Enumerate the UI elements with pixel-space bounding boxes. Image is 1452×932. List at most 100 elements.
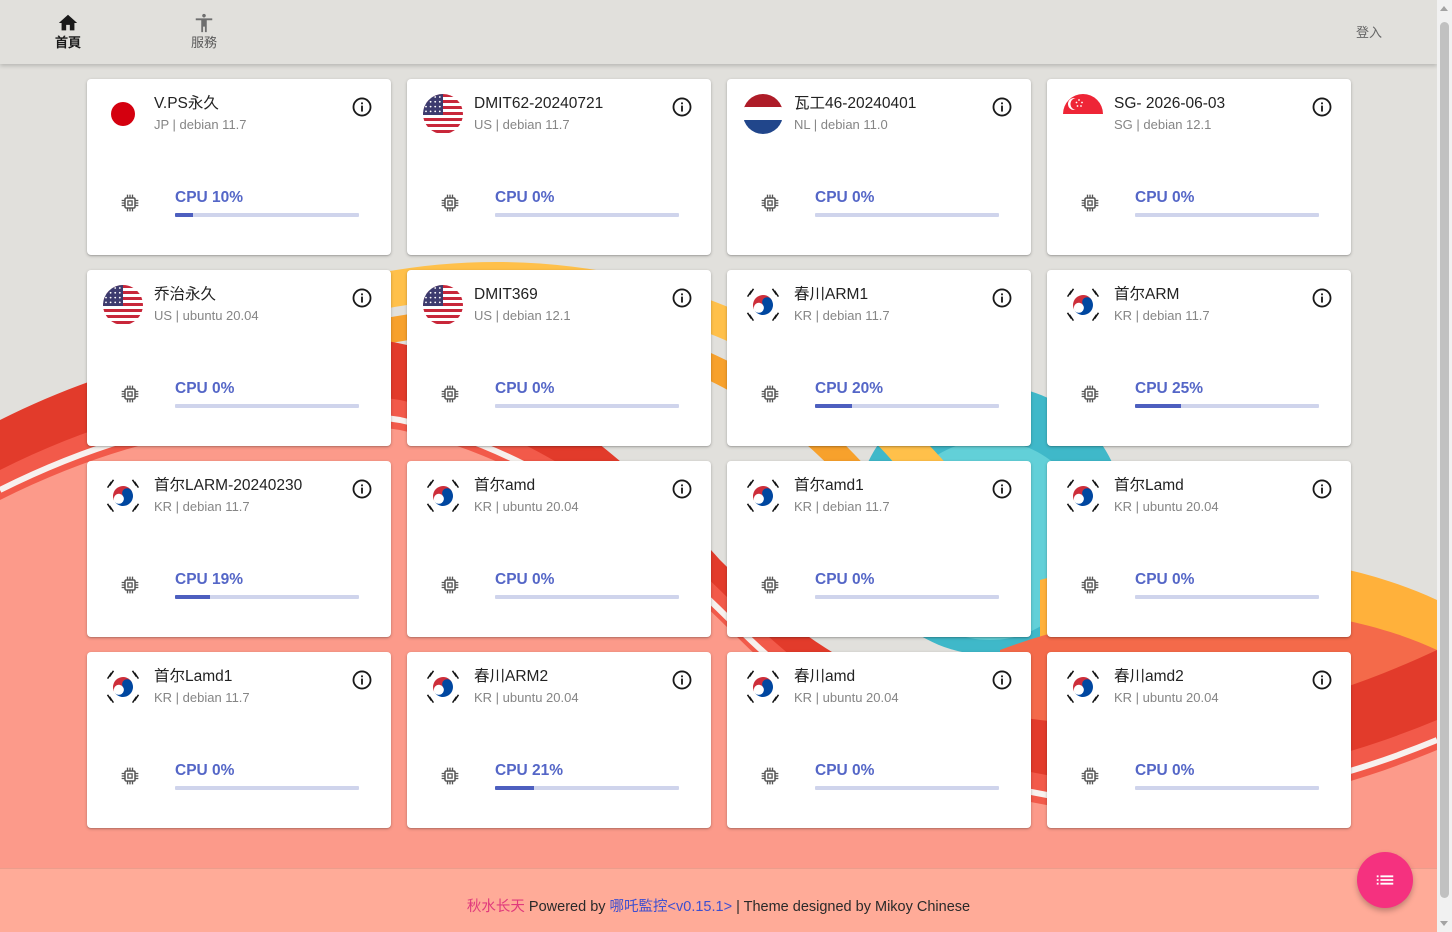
cpu-chip-icon [761,385,779,403]
info-icon[interactable] [671,669,693,691]
cpu-usage-label: CPU 0% [1135,762,1195,779]
info-icon[interactable] [991,96,1013,118]
footer: 秋水长天 Powered by 哪吒監控<v0.15.1> | Theme de… [0,868,1437,932]
server-card[interactable]: 乔治永久 US | ubuntu 20.04 CPU 0% [87,270,391,446]
cpu-usage-label: CPU 0% [175,762,235,779]
server-card[interactable]: 首尔Lamd KR | ubuntu 20.04 CPU 0% [1047,461,1351,637]
server-name: V.PS永久 [154,95,219,112]
kr-flag-icon [423,476,463,516]
info-icon[interactable] [351,96,373,118]
server-card[interactable]: 春川ARM2 KR | ubuntu 20.04 CPU 21% [407,652,711,828]
cpu-chip-icon [1081,767,1099,785]
server-card[interactable]: 首尔LARM-20240230 KR | debian 11.7 CPU 19% [87,461,391,637]
info-icon[interactable] [351,287,373,309]
cpu-progress-bar [495,786,679,790]
server-location-os: KR | ubuntu 20.04 [1114,499,1219,514]
server-card[interactable]: SG- 2026-06-03 SG | debian 12.1 CPU 0% [1047,79,1351,255]
server-card[interactable]: 首尔Lamd1 KR | debian 11.7 CPU 0% [87,652,391,828]
cpu-chip-icon [441,767,459,785]
server-grid: V.PS永久 JP | debian 11.7 CPU 10% DMIT62-2… [87,79,1351,828]
cpu-progress-bar [815,213,999,217]
server-location-os: NL | debian 11.0 [794,117,888,132]
cpu-progress-bar [815,786,999,790]
cpu-progress-fill [175,213,194,217]
footer-project-link[interactable]: 哪吒監控<v0.15.1> [609,899,733,915]
server-location-os: KR | ubuntu 20.04 [474,499,579,514]
footer-site-name[interactable]: 秋水长天 [466,899,525,915]
info-icon[interactable] [991,669,1013,691]
cpu-chip-icon [121,767,139,785]
nav-home[interactable]: 首頁 [33,12,103,56]
server-location-os: KR | debian 11.7 [1114,308,1210,323]
server-name: 首尔LARM-20240230 [154,477,303,494]
scroll-thumb[interactable] [1440,22,1449,898]
server-card[interactable]: DMIT369 US | debian 12.1 CPU 0% [407,270,711,446]
info-icon[interactable] [991,287,1013,309]
info-icon[interactable] [671,478,693,500]
cpu-progress-bar [495,404,679,408]
cpu-progress-bar [1135,404,1319,408]
info-icon[interactable] [351,669,373,691]
cpu-chip-icon [1081,194,1099,212]
cpu-chip-icon [761,767,779,785]
info-icon[interactable] [671,287,693,309]
kr-flag-icon [103,476,143,516]
server-location-os: JP | debian 11.7 [154,117,247,132]
nl-flag-icon [743,94,783,134]
list-icon [1376,875,1394,885]
kr-flag-icon [1063,285,1103,325]
nav-home-label: 首頁 [54,35,81,50]
server-name: 春川ARM2 [474,668,549,685]
nav-services-label: 服務 [190,35,217,50]
server-name: 首尔Lamd1 [154,668,233,685]
us-flag-icon [423,94,463,134]
server-location-os: US | debian 12.1 [474,308,571,323]
info-icon[interactable] [991,478,1013,500]
login-button[interactable]: 登入 [1355,25,1382,40]
kr-flag-icon [1063,476,1103,516]
sg-flag-icon [1063,94,1103,134]
page-scrollbar[interactable] [1437,0,1452,932]
server-card[interactable]: 春川amd KR | ubuntu 20.04 CPU 0% [727,652,1031,828]
scroll-down-arrow[interactable] [1440,921,1448,926]
server-card[interactable]: 春川amd2 KR | ubuntu 20.04 CPU 0% [1047,652,1351,828]
cpu-chip-icon [121,194,139,212]
server-name: 春川ARM1 [794,286,869,303]
server-card[interactable]: DMIT62-20240721 US | debian 11.7 CPU 0% [407,79,711,255]
cpu-usage-label: CPU 21% [495,762,564,779]
cpu-chip-icon [441,385,459,403]
server-location-os: SG | debian 12.1 [1114,117,1212,132]
server-card[interactable]: 春川ARM1 KR | debian 11.7 CPU 20% [727,270,1031,446]
server-card[interactable]: 首尔amd1 KR | debian 11.7 CPU 0% [727,461,1031,637]
server-location-os: US | ubuntu 20.04 [154,308,259,323]
footer-theme-credit: | Theme designed by Mikoy Chinese [732,899,971,915]
cpu-chip-icon [441,194,459,212]
server-card[interactable]: 首尔amd KR | ubuntu 20.04 CPU 0% [407,461,711,637]
server-card[interactable]: 瓦工46-20240401 NL | debian 11.0 CPU 0% [727,79,1031,255]
server-name: 瓦工46-20240401 [794,95,917,112]
info-icon[interactable] [1311,478,1333,500]
cpu-progress-bar [1135,786,1319,790]
info-icon[interactable] [351,478,373,500]
cpu-usage-label: CPU 0% [1135,571,1195,588]
server-card[interactable]: 首尔ARM KR | debian 11.7 CPU 25% [1047,270,1351,446]
info-icon[interactable] [1311,287,1333,309]
cpu-chip-icon [761,194,779,212]
server-card[interactable]: V.PS永久 JP | debian 11.7 CPU 10% [87,79,391,255]
nav-services[interactable]: 服務 [169,12,239,56]
info-icon[interactable] [671,96,693,118]
server-name: DMIT62-20240721 [474,95,604,112]
list-fab-button[interactable] [1357,852,1413,908]
us-flag-icon [423,285,463,325]
cpu-progress-bar [815,404,999,408]
cpu-usage-label: CPU 0% [175,380,235,397]
kr-flag-icon [743,667,783,707]
cpu-progress-bar [1135,595,1319,599]
server-name: SG- 2026-06-03 [1114,95,1226,112]
info-icon[interactable] [1311,96,1333,118]
info-icon[interactable] [1311,669,1333,691]
server-name: 首尔amd [474,477,536,494]
footer-powered-by: Powered by [524,899,610,915]
server-location-os: KR | ubuntu 20.04 [474,690,579,705]
scroll-up-arrow[interactable] [1440,6,1448,11]
